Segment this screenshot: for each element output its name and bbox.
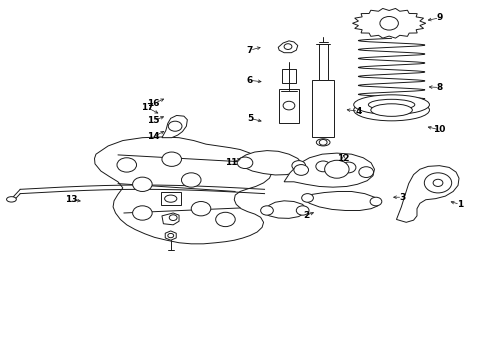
Text: 16: 16 xyxy=(147,99,159,108)
Polygon shape xyxy=(284,153,374,187)
Polygon shape xyxy=(319,44,328,80)
Circle shape xyxy=(237,157,253,168)
Polygon shape xyxy=(240,150,303,175)
Text: 9: 9 xyxy=(436,13,442,22)
Circle shape xyxy=(316,161,331,172)
Polygon shape xyxy=(162,116,187,138)
Polygon shape xyxy=(162,213,179,225)
Circle shape xyxy=(380,17,398,30)
Ellipse shape xyxy=(368,99,415,110)
Circle shape xyxy=(191,202,211,216)
Circle shape xyxy=(169,215,177,221)
Text: 1: 1 xyxy=(457,200,463,209)
Circle shape xyxy=(325,160,349,178)
Text: 12: 12 xyxy=(338,154,350,163)
Ellipse shape xyxy=(165,195,177,202)
Ellipse shape xyxy=(354,95,429,114)
Circle shape xyxy=(162,152,181,166)
Circle shape xyxy=(341,162,356,173)
Circle shape xyxy=(133,206,152,220)
Ellipse shape xyxy=(371,104,413,116)
Text: 14: 14 xyxy=(147,132,159,141)
Polygon shape xyxy=(396,166,459,222)
Text: 11: 11 xyxy=(225,158,238,167)
Text: 17: 17 xyxy=(141,103,153,112)
Polygon shape xyxy=(282,69,296,83)
Ellipse shape xyxy=(6,197,16,202)
Polygon shape xyxy=(95,137,272,244)
Text: 8: 8 xyxy=(436,83,442,92)
Polygon shape xyxy=(278,41,298,53)
Polygon shape xyxy=(264,201,306,219)
Text: 3: 3 xyxy=(399,193,405,202)
Circle shape xyxy=(424,173,452,193)
Text: 5: 5 xyxy=(247,114,253,123)
Text: 6: 6 xyxy=(247,76,253,85)
Ellipse shape xyxy=(354,99,429,121)
Circle shape xyxy=(284,44,292,49)
Circle shape xyxy=(181,173,201,187)
Ellipse shape xyxy=(317,139,330,146)
Text: 2: 2 xyxy=(303,211,309,220)
Polygon shape xyxy=(313,80,334,137)
Text: 15: 15 xyxy=(147,116,159,125)
Circle shape xyxy=(370,197,382,206)
Text: 13: 13 xyxy=(65,195,78,204)
Polygon shape xyxy=(305,192,379,211)
Circle shape xyxy=(283,101,295,110)
Circle shape xyxy=(133,177,152,192)
Polygon shape xyxy=(165,231,176,240)
Circle shape xyxy=(168,233,173,238)
Text: 7: 7 xyxy=(246,46,253,55)
Circle shape xyxy=(292,161,306,171)
Circle shape xyxy=(168,121,182,131)
Circle shape xyxy=(433,179,443,186)
Circle shape xyxy=(261,206,273,215)
Text: 10: 10 xyxy=(433,125,445,134)
Circle shape xyxy=(319,139,327,145)
Circle shape xyxy=(302,194,314,202)
Circle shape xyxy=(296,206,309,215)
Text: 4: 4 xyxy=(355,107,362,116)
Circle shape xyxy=(359,167,373,177)
Polygon shape xyxy=(352,8,426,38)
Circle shape xyxy=(117,158,137,172)
Circle shape xyxy=(294,165,309,175)
Polygon shape xyxy=(279,89,299,123)
Circle shape xyxy=(216,212,235,226)
